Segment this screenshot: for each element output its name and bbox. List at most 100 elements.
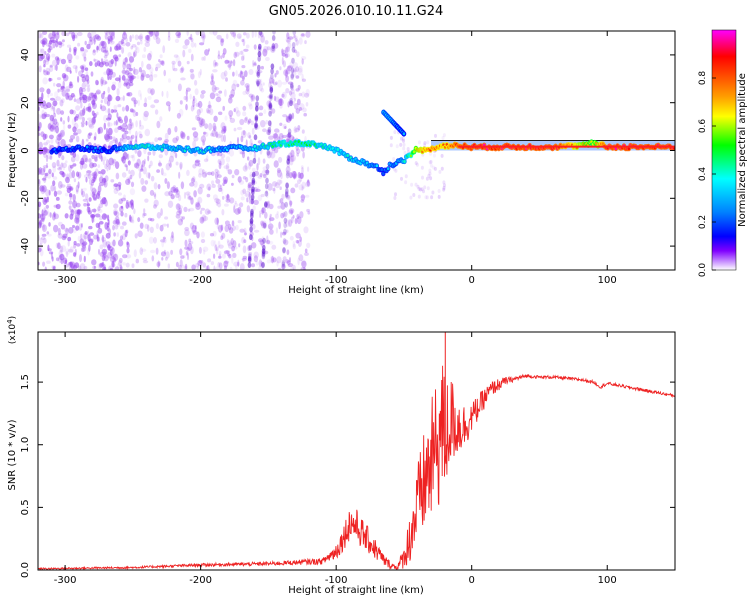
- spectrogram-streak-point: [266, 149, 271, 156]
- spectrogram-noise-point: [131, 109, 136, 113]
- spectrogram-noise-point: [274, 73, 277, 78]
- spectrogram-noise-point: [73, 48, 77, 56]
- spectrogram-noise-point: [240, 196, 245, 201]
- spectrogram-noise-point: [241, 75, 245, 82]
- spectrogram-noise-point: [108, 68, 113, 73]
- spectrogram-noise-point: [232, 225, 236, 231]
- spectrogram-noise-point: [62, 233, 68, 239]
- spectrogram-noise-point: [129, 216, 133, 223]
- spectrogram-noise-point: [124, 57, 128, 63]
- spectrogram-noise-point: [98, 171, 102, 174]
- spectrogram-noise-point: [129, 118, 132, 124]
- spectrogram-noise-point: [281, 91, 287, 99]
- spectrogram-noise-point: [52, 176, 58, 180]
- spectrogram-halo-point: [429, 159, 433, 164]
- spectrogram-noise-point: [300, 56, 307, 60]
- spectrogram-noise-point: [163, 249, 166, 255]
- spectrogram-noise-point: [135, 45, 138, 51]
- spectrogram-noise-point: [49, 92, 53, 97]
- spectrogram-noise-point: [41, 100, 47, 107]
- spectrogram-noise-point: [280, 202, 286, 210]
- spectrogram-noise-point: [271, 78, 275, 84]
- spectrogram-noise-point: [235, 224, 239, 231]
- spectrogram-noise-point: [175, 135, 180, 141]
- spectrogram-noise-point: [185, 103, 188, 111]
- spectrogram-noise-point: [167, 127, 172, 135]
- spectrogram-noise-point: [202, 35, 205, 44]
- spectrogram-noise-point: [185, 251, 188, 256]
- spectrogram-noise-point: [66, 187, 72, 194]
- spectrogram-noise-point: [105, 159, 110, 168]
- spectrogram-noise-point: [81, 124, 85, 128]
- spectrogram-noise-point: [53, 190, 58, 197]
- spectrogram-noise-point: [224, 178, 227, 183]
- spectrogram-noise-point: [183, 191, 187, 200]
- spectrogram-noise-point: [279, 133, 284, 141]
- y-tick-label: 1.0: [20, 437, 31, 453]
- spectrogram-noise-point: [290, 149, 295, 158]
- spectrogram-noise-point: [180, 216, 184, 222]
- spectrogram-noise-point: [246, 85, 250, 92]
- spectrogram-streak-point: [258, 43, 262, 50]
- spectrogram-noise-point: [43, 207, 46, 214]
- colorbar-tick-label: 0.6: [698, 119, 708, 134]
- spectrogram-noise-point: [253, 199, 259, 206]
- spectrogram-noise-point: [113, 183, 119, 187]
- spectrogram-noise-point: [284, 46, 289, 54]
- spectrogram-noise-point: [127, 177, 131, 184]
- spectrogram-noise-point: [214, 217, 219, 225]
- spectrogram-noise-point: [286, 37, 291, 45]
- spectrogram-noise-point: [250, 95, 255, 100]
- spectrogram-noise-point: [240, 80, 245, 86]
- spectrogram-noise-point: [305, 88, 310, 97]
- spectrogram-noise-point: [163, 238, 167, 244]
- spectrogram-noise-point: [46, 102, 52, 109]
- spectrogram-noise-point: [103, 59, 107, 63]
- spectrogram-noise-point: [44, 173, 48, 179]
- spectrogram-noise-point: [276, 260, 279, 267]
- spectrogram-noise-point: [250, 142, 253, 147]
- spectrogram-noise-point: [137, 150, 142, 158]
- spectrogram-noise-point: [91, 208, 97, 213]
- spectrogram-streak-point: [265, 169, 270, 176]
- spectrogram-noise-point: [243, 227, 247, 233]
- spectrogram-noise-point: [200, 217, 204, 223]
- spectrogram-noise-point: [231, 220, 235, 227]
- spectrogram-noise-point: [209, 92, 216, 100]
- spectrogram-noise-point: [296, 98, 301, 106]
- spectrogram-noise-point: [38, 179, 41, 187]
- spectrogram-noise-point: [240, 151, 245, 155]
- spectrogram-noise-point: [285, 115, 289, 123]
- spectrogram-noise-point: [286, 65, 292, 72]
- spectrogram-noise-point: [150, 249, 156, 254]
- spectrogram-noise-point: [246, 197, 249, 203]
- spectrogram-noise-point: [174, 38, 180, 44]
- spectrogram-noise-point: [227, 64, 232, 68]
- spectrogram-noise-point: [215, 246, 219, 252]
- spectrogram-noise-point: [129, 121, 134, 129]
- spectrogram-noise-point: [130, 154, 134, 159]
- spectrogram-halo-point: [404, 180, 408, 185]
- spectrogram-halo-point: [424, 195, 428, 200]
- spectrogram-noise-point: [98, 126, 104, 134]
- spectrogram-noise-point: [168, 105, 171, 112]
- spectrogram-noise-point: [108, 246, 114, 252]
- spectrogram-noise-point: [181, 264, 185, 269]
- spectrogram-noise-point: [45, 204, 49, 209]
- spectrogram-noise-point: [76, 128, 82, 135]
- spectrogram-noise-point: [305, 194, 310, 198]
- spectrogram-noise-point: [262, 250, 269, 255]
- spectrogram-noise-point: [147, 155, 150, 162]
- spectrogram-noise-point: [235, 41, 240, 47]
- spectrogram-noise-point: [87, 103, 92, 110]
- spectrogram-noise-point: [281, 56, 284, 65]
- spectrogram-noise-point: [175, 213, 181, 219]
- spectrogram-noise-point: [87, 234, 91, 242]
- spectrogram-noise-point: [91, 176, 97, 181]
- spectrogram-streak-point: [264, 190, 269, 197]
- spectrogram-ridge-point: [97, 150, 100, 153]
- spectrogram-noise-point: [49, 114, 54, 122]
- spectrogram-noise-point: [161, 257, 164, 261]
- spectrogram-noise-point: [228, 227, 234, 234]
